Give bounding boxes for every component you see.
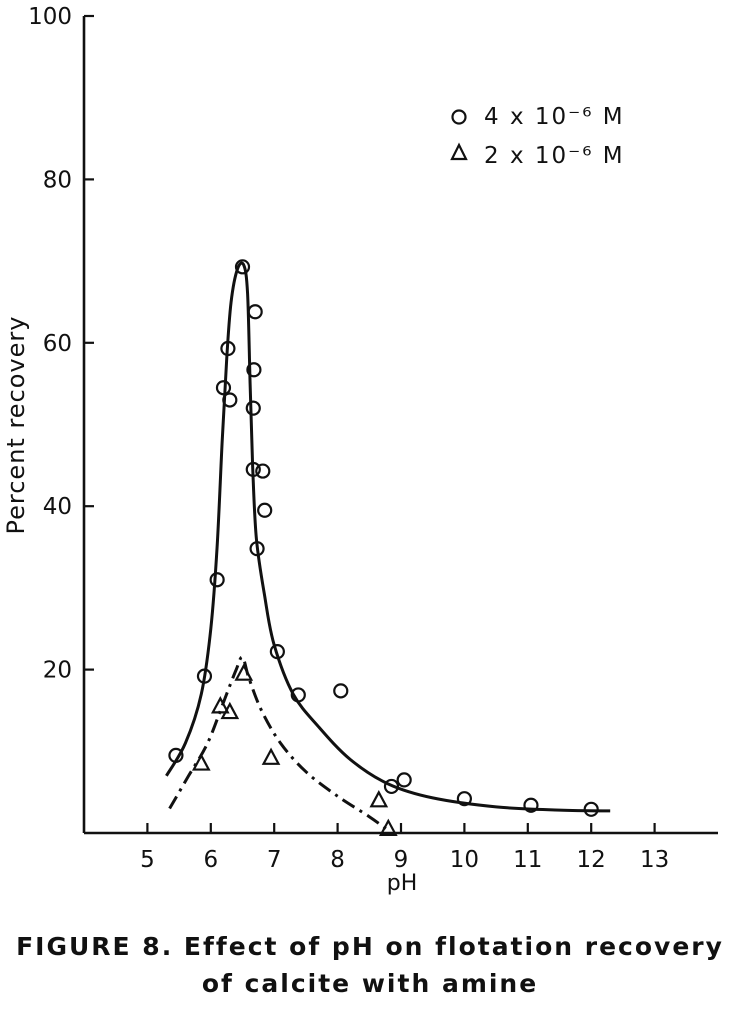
data-point-circle (249, 541, 265, 557)
data-point-circle (247, 304, 263, 320)
data-point-circle (396, 772, 412, 788)
data-point-circle (290, 687, 306, 703)
figure-caption-line-2: of calcite with amine (202, 969, 538, 998)
x-tick-label: 8 (330, 847, 345, 873)
y-axis-label: Percent recovery (2, 316, 30, 535)
y-tick-label: 80 (43, 167, 72, 193)
data-point-circle (222, 392, 238, 408)
data-point-circle (168, 747, 184, 763)
legend-triangle-marker (450, 142, 468, 161)
x-tick-label: 6 (203, 847, 218, 873)
series-1-curve (165, 261, 611, 813)
x-tick-label: 12 (577, 847, 606, 873)
series-2-curve (168, 655, 390, 832)
data-point-triangle (220, 701, 240, 720)
x-tick-label: 11 (513, 847, 542, 873)
data-point-circle (523, 797, 539, 813)
data-point-circle (255, 463, 271, 479)
data-point-circle (215, 380, 232, 396)
x-tick-label: 9 (394, 847, 409, 873)
x-tick-label: 5 (140, 847, 155, 873)
data-point-triangle (234, 663, 254, 681)
data-point-triangle (369, 789, 389, 808)
curves (165, 261, 611, 832)
x-ticks: 5 6 7 8 9 10 11 12 13 (140, 823, 669, 873)
x-axis-label: pH (387, 871, 418, 896)
data-point-circle (333, 683, 349, 699)
x-tick-label: 7 (267, 847, 282, 873)
legend-circle-marker (451, 109, 467, 125)
data-point-triangle (191, 753, 211, 771)
data-point-circle (383, 778, 400, 795)
legend: 4 x 10⁻⁶ M 2 x 10⁻⁶ M (450, 104, 625, 169)
data-point-circle (234, 259, 251, 275)
legend-label-series-2: 2 x 10⁻⁶ M (484, 143, 625, 169)
data-point-circle (220, 340, 236, 357)
y-tick-label: 60 (43, 331, 72, 357)
y-tick-label: 40 (43, 494, 72, 520)
data-point-circle (196, 668, 213, 684)
data-point-circle (245, 400, 261, 416)
data-point-circle (583, 801, 599, 817)
data-point-triangle (261, 747, 281, 765)
data-point-circle (246, 362, 262, 378)
data-point-circle (245, 461, 261, 478)
y-tick-label: 100 (28, 4, 72, 30)
y-tick-label: 20 (43, 658, 72, 684)
x-tick-label: 10 (450, 847, 479, 873)
figure-caption-line-1: FIGURE 8. Effect of pH on flotation reco… (16, 932, 724, 961)
data-point-circle (257, 502, 273, 518)
legend-label-series-1: 4 x 10⁻⁶ M (484, 104, 625, 130)
data-point-circle (456, 791, 472, 807)
data-point-circle (269, 644, 285, 660)
data-point-triangle (378, 818, 398, 837)
y-ticks: 20 40 60 80 100 (28, 4, 94, 684)
data-points (168, 259, 599, 837)
x-tick-label: 13 (640, 847, 669, 873)
data-point-circle (209, 572, 225, 588)
data-point-triangle (210, 696, 230, 714)
